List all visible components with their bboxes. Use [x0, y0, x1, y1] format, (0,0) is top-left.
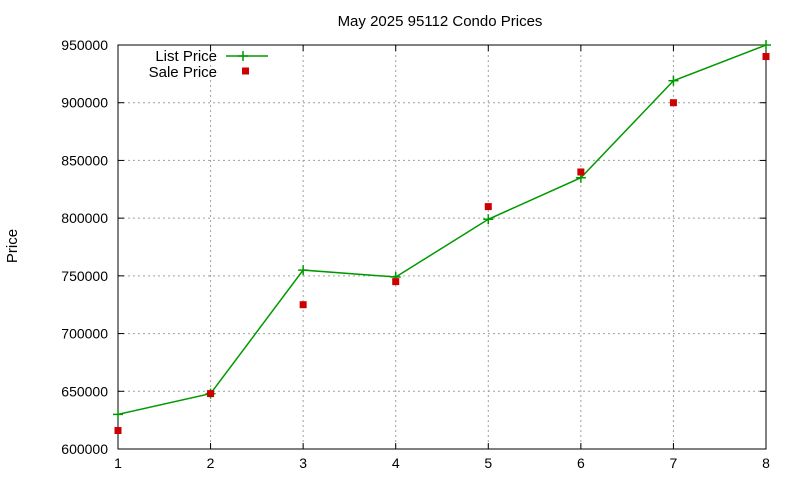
legend-label-list-price: List Price: [155, 48, 217, 65]
legend-marker-sale-price: [242, 67, 249, 75]
y-tick-label: 850000: [61, 152, 108, 168]
legend-label-sale-price: Sale Price: [149, 64, 217, 81]
y-tick-label: 750000: [61, 268, 108, 284]
y-tick-label: 900000: [61, 95, 108, 111]
sale-price-point: [392, 278, 400, 286]
y-tick-label: 950000: [61, 37, 108, 53]
x-tick-label: 3: [299, 455, 307, 471]
axis-ticks: 600000 650000 700000 750000 800000 850000 9000…: [61, 37, 770, 471]
sale-price-point: [299, 301, 307, 309]
series: [113, 40, 771, 435]
list-price-point: [668, 75, 679, 86]
list-price-point: [761, 40, 771, 50]
list-price-point: [483, 214, 494, 225]
sale-price-point: [762, 53, 770, 61]
x-tick-label: 7: [670, 455, 678, 471]
chart-title: May 2025 95112 Condo Prices: [338, 13, 543, 30]
x-tick-label: 4: [392, 455, 400, 471]
sale-price-point: [484, 203, 492, 211]
y-tick-label: 700000: [61, 326, 108, 342]
x-tick-label: 2: [207, 455, 215, 471]
list-price-line: [117, 44, 767, 416]
plot-frame: [117, 44, 767, 450]
list-price-point: [113, 409, 123, 420]
y-axis-label: Price: [4, 229, 21, 263]
x-tick-label: 8: [762, 455, 770, 471]
y-tick-label: 800000: [61, 210, 108, 226]
sale-price-point: [669, 99, 677, 107]
y-tick-label: 650000: [61, 383, 108, 399]
y-tick-label: 600000: [61, 441, 108, 457]
legend: List Price Sale Price: [149, 48, 268, 81]
x-tick-label: 1: [114, 455, 122, 471]
sale-price-point: [207, 390, 215, 398]
sale-price-point: [114, 427, 122, 435]
x-tick-label: 5: [484, 455, 492, 471]
sale-price-point: [577, 168, 585, 176]
x-tick-label: 6: [577, 455, 585, 471]
legend-marker-list-price: [238, 51, 248, 61]
list-price-point: [298, 265, 309, 276]
